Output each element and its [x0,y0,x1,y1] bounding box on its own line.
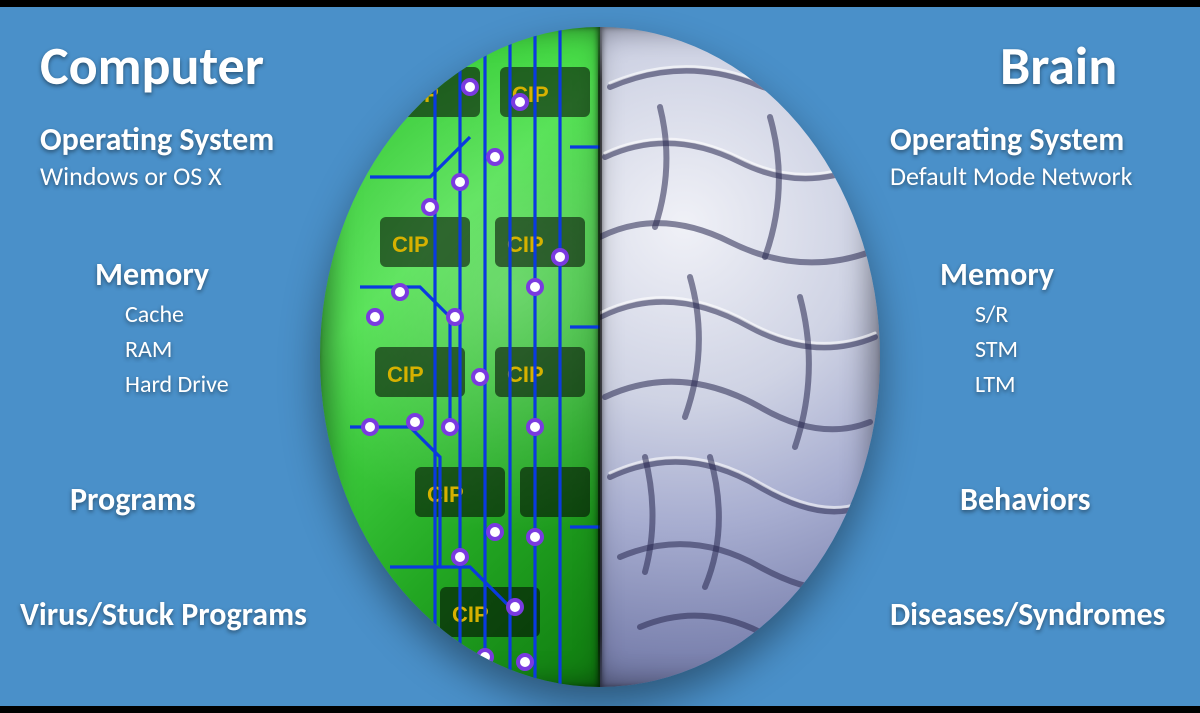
right-memory-item-0: S/R [975,302,1008,328]
svg-text:CIP: CIP [507,232,544,257]
left-programs-heading: Programs [70,482,196,517]
sulci [600,67,875,649]
right-os-heading: Operating System [890,122,1124,157]
svg-text:CIP: CIP [452,602,489,627]
svg-text:CIP: CIP [507,362,544,387]
right-memory-item-2: LTM [975,372,1016,398]
left-memory-heading: Memory [95,257,209,292]
brain-hemisphere [600,27,880,687]
midline [598,27,602,687]
left-memory-item-1: RAM [125,337,172,363]
circuit-svg: CIP CIP CIP CIP CIP CIP CIP CIP [320,27,600,687]
svg-text:CIP: CIP [427,482,464,507]
left-memory-item-2: Hard Drive [125,372,229,398]
left-os-sub: Windows or OS X [40,162,222,191]
chips: CIP CIP CIP CIP CIP CIP CIP CIP [375,67,590,637]
svg-text:CIP: CIP [402,82,439,107]
svg-text:CIP: CIP [387,362,424,387]
left-memory-item-0: Cache [125,302,184,328]
right-memory-heading: Memory [940,257,1054,292]
svg-text:CIP: CIP [392,232,429,257]
stage: CIP CIP CIP CIP CIP CIP CIP CIP [0,0,1200,713]
brain-svg [600,27,880,687]
left-bottom-heading: Virus/Stuck Programs [20,597,307,632]
right-bottom-heading: Diseases/Syndromes [890,597,1165,632]
right-os-sub: Default Mode Network [890,162,1132,191]
left-title: Computer [40,37,264,96]
circuit-hemisphere: CIP CIP CIP CIP CIP CIP CIP CIP [320,27,600,687]
right-memory-item-1: STM [975,337,1018,363]
right-programs-heading: Behaviors [960,482,1091,517]
right-title: Brain [1000,37,1117,96]
slide: CIP CIP CIP CIP CIP CIP CIP CIP [0,7,1200,706]
left-os-heading: Operating System [40,122,274,157]
